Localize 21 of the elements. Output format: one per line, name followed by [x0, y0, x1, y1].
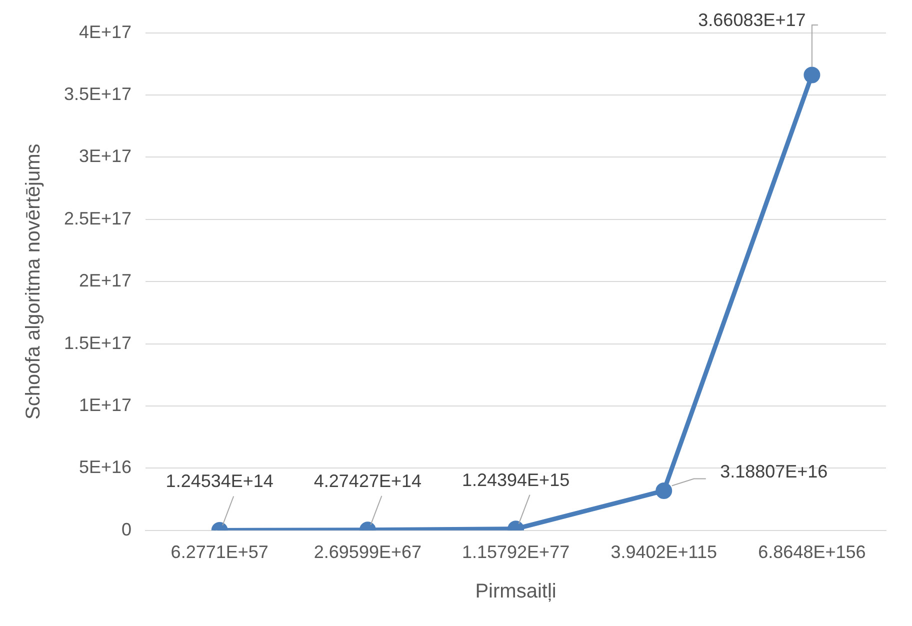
y-tick-label: 4E+17	[79, 22, 132, 42]
x-tick-label: 3.9402E+115	[610, 542, 718, 562]
y-tick-label: 0	[122, 519, 132, 540]
data-label: 1.24534E+14	[166, 471, 274, 492]
y-tick-label: 2E+17	[79, 270, 132, 291]
y-tick-label: 5E+16	[79, 457, 132, 478]
data-label: 3.18807E+16	[720, 462, 828, 482]
data-label: 4.27427E+14	[314, 470, 422, 491]
x-tick-label: 1.15792E+77	[462, 542, 570, 562]
y-tick-label: 1E+17	[79, 394, 132, 415]
y-tick-label: 1.5E+17	[64, 332, 132, 353]
x-tick-label: 6.2771E+57	[170, 542, 268, 562]
y-tick-label: 3.5E+17	[64, 84, 132, 104]
y-tick-label: 2.5E+17	[64, 208, 132, 228]
y-axis-title: Schoofa algoritma novērtējums	[22, 144, 45, 420]
x-tick-label: 2.69599E+67	[314, 542, 422, 562]
x-axis-title: Pirmsaitļi	[475, 580, 556, 603]
y-tick-label: 3E+17	[79, 146, 132, 166]
data-label: 3.66083E+17	[698, 10, 806, 30]
x-tick-label: 6.8648E+156	[758, 542, 866, 562]
data-label: 1.24394E+15	[462, 470, 570, 490]
